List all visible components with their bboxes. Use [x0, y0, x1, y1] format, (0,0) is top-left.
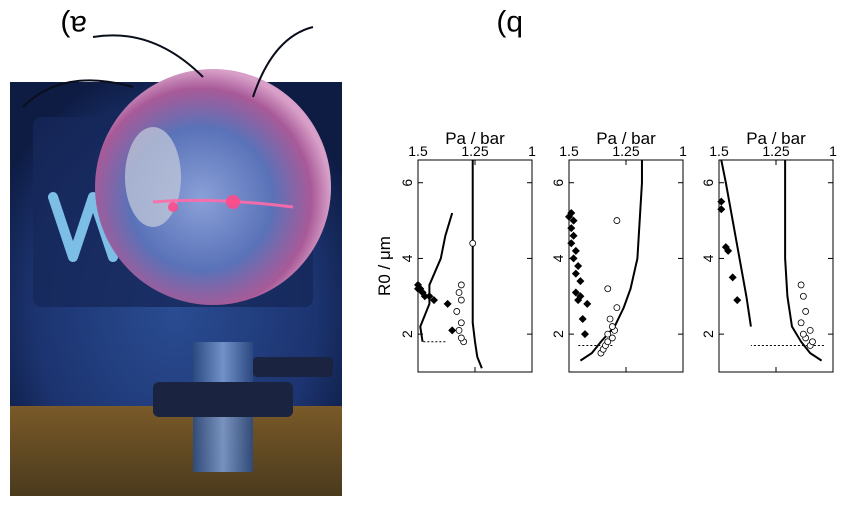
- clamp-body: [153, 382, 293, 417]
- open-data-point: [457, 319, 465, 327]
- filled-data-point: [420, 292, 429, 301]
- x-axis-label: R0 / μm: [375, 236, 394, 296]
- open-data-point: [453, 308, 461, 315]
- panel-a-label: a): [60, 9, 87, 42]
- x-tick-label: 4: [550, 254, 566, 262]
- open-data-point: [606, 315, 614, 323]
- filled-data-point: [728, 273, 737, 282]
- y-axis-label: Pa / bar: [445, 129, 505, 148]
- open-data-point: [613, 304, 621, 312]
- filled-data-point: [721, 243, 730, 252]
- filled-data-point: [567, 224, 576, 233]
- x-tick-label: 6: [399, 179, 415, 187]
- chart-panel: 1 1.25 1.5 2 4 6 Pa / bar R0 / μm: [375, 129, 536, 373]
- model-curve: [419, 212, 454, 342]
- y-tick-label: 1.5: [408, 143, 428, 159]
- filled-data-point: [574, 262, 583, 270]
- filled-data-point: [576, 292, 585, 301]
- open-data-point: [806, 326, 814, 334]
- filled-data-point: [414, 280, 422, 289]
- y-tick-label: 1: [829, 143, 837, 159]
- plasma-glow-line: [152, 198, 294, 209]
- open-data-point: [802, 308, 810, 315]
- filled-data-point: [567, 239, 576, 248]
- x-tick-label: 4: [399, 254, 415, 262]
- axes-frame: [568, 159, 684, 373]
- filled-data-point: [580, 330, 589, 339]
- model-curve: [720, 159, 752, 327]
- x-tick-label: 6: [550, 179, 566, 187]
- chart-panel: 1 1.25 1.5 2 4 6 Pa / bar: [550, 129, 687, 373]
- filled-data-point: [569, 216, 578, 225]
- open-data-point: [457, 334, 465, 342]
- wire: [22, 79, 134, 108]
- clamp-arm: [253, 357, 333, 377]
- filled-data-point: [733, 296, 742, 305]
- open-data-point: [455, 289, 463, 296]
- y-axis-label: Pa / bar: [596, 129, 656, 148]
- filled-data-point: [571, 288, 580, 297]
- open-data-point: [604, 285, 612, 293]
- y-axis-label: Pa / bar: [746, 129, 806, 148]
- filled-data-point: [578, 315, 587, 323]
- y-tick-label: 1: [679, 143, 687, 159]
- filled-data-point: [569, 231, 578, 240]
- open-data-point: [797, 281, 805, 289]
- chart-panel: 1 1.25 1.5 2 4 6 Pa / bar: [700, 129, 837, 373]
- open-data-point: [799, 330, 807, 338]
- filled-data-point: [569, 254, 578, 263]
- open-data-point: [457, 296, 465, 304]
- filled-data-point: [576, 277, 585, 286]
- x-tick-label: 2: [399, 330, 415, 338]
- y-tick-label: 1.25: [762, 143, 789, 159]
- y-tick-label: 1: [528, 143, 536, 159]
- filled-data-point: [571, 246, 580, 255]
- photo-floor: [10, 406, 342, 496]
- y-tick-label: 1.25: [461, 143, 488, 159]
- filled-data-point: [571, 269, 580, 278]
- open-data-point: [613, 217, 621, 224]
- filled-data-point: [583, 299, 592, 308]
- open-data-point: [608, 323, 616, 330]
- y-tick-label: 1.5: [559, 143, 579, 159]
- plasma-spot: [168, 202, 178, 212]
- filled-data-point: [425, 292, 434, 301]
- model-curve: [471, 160, 483, 369]
- filled-data-point: [574, 296, 583, 305]
- filled-data-point: [567, 209, 576, 217]
- x-tick-label: 2: [700, 330, 716, 338]
- plasma-spot: [226, 195, 240, 209]
- axes-frame: [718, 159, 834, 373]
- model-curve: [784, 160, 823, 362]
- open-data-point: [797, 319, 805, 327]
- x-tick-label: 2: [550, 330, 566, 338]
- wire: [252, 26, 314, 98]
- open-data-point: [799, 292, 807, 300]
- filled-data-point: [443, 299, 452, 308]
- open-data-point: [457, 281, 465, 289]
- panel-b-label: b): [496, 9, 523, 42]
- open-data-point: [608, 334, 616, 342]
- y-tick-label: 1.25: [612, 143, 639, 159]
- filled-data-point: [717, 205, 726, 214]
- model-curve: [579, 160, 643, 362]
- x-tick-label: 6: [700, 179, 716, 187]
- wire: [92, 34, 204, 78]
- open-data-point: [455, 326, 463, 334]
- filled-data-point: [448, 326, 457, 335]
- open-data-point: [809, 338, 816, 346]
- filled-data-point: [429, 296, 438, 305]
- y-tick-label: 1.5: [709, 143, 729, 159]
- filled-data-point: [717, 197, 726, 206]
- open-data-point: [604, 338, 612, 346]
- open-data-point: [604, 330, 612, 338]
- x-tick-label: 4: [700, 254, 716, 262]
- open-data-point: [469, 239, 477, 247]
- filled-data-point: [724, 246, 733, 255]
